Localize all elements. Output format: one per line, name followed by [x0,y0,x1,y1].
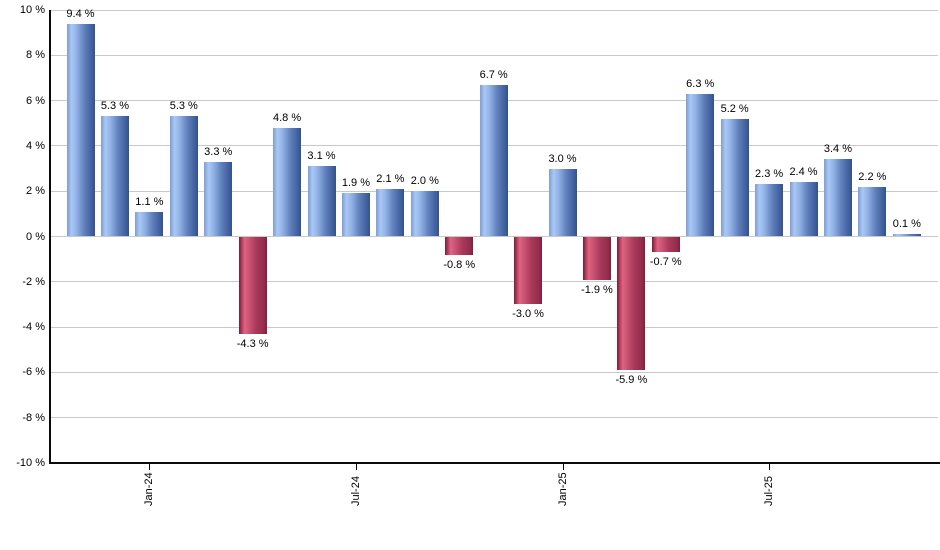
gridline [49,9,938,11]
bar-positive [548,168,577,237]
y-axis-label: -6 % [22,366,45,379]
y-axis [49,10,51,464]
bar-value-label: -1.9 % [581,283,613,296]
bar-value-label: 0.1 % [892,218,921,231]
y-axis-label: 0 % [26,230,45,243]
y-axis-label: -10 % [16,457,45,469]
bar-value-label: 2.2 % [858,170,887,183]
bar-value-label: 2.0 % [410,175,439,188]
bar-value-label: 9.4 % [66,7,95,20]
x-axis-tick [769,463,771,470]
bar-positive [789,182,818,237]
bar-positive [479,84,508,237]
bar-positive [100,116,129,237]
x-axis-label: Jul-24 [349,476,362,506]
bar-positive [307,166,336,237]
bar-value-label: -0.7 % [649,256,682,269]
gridline [49,236,938,237]
bar-value-label: -0.8 % [443,258,476,271]
bar-value-label: 5.3 % [169,100,198,113]
bar-positive [273,127,302,237]
bar-value-label: 6.3 % [686,77,715,90]
gridline [49,281,938,283]
bar-positive [755,184,784,237]
bar-value-label: 2.1 % [376,172,405,185]
bar-positive [204,161,233,237]
x-axis-tick [149,463,151,470]
gridline [49,371,938,373]
bar-positive [376,188,405,237]
bar-positive [686,93,715,237]
bar-value-label: 3.3 % [204,145,233,158]
bar-value-label: 6.7 % [479,68,508,81]
bar-value-label: 1.1 % [135,195,164,208]
x-axis [49,462,940,464]
bar-positive [720,118,749,237]
bar-positive [823,159,852,237]
gridline [49,54,938,56]
x-axis-label: Jan-25 [556,472,569,506]
bar-negative [445,236,474,255]
bar-value-label: 2.3 % [755,168,784,181]
bar-negative [514,236,543,305]
y-axis-label: 2 % [26,185,45,198]
x-axis-label: Jan-24 [143,472,156,506]
bar-positive [892,234,921,237]
y-axis-label: 6 % [26,94,45,107]
bar-value-label: 3.0 % [548,152,577,165]
bar-positive [135,211,164,237]
x-axis-tick [355,463,357,470]
bar-negative [582,236,611,280]
y-axis-label: -2 % [22,275,45,288]
bar-positive [169,116,198,237]
bar-value-label: 4.8 % [273,111,302,124]
bar-value-label: -4.3 % [236,337,269,350]
bar-negative [617,236,646,371]
y-axis-label: -8 % [22,411,45,424]
bar-value-label: 3.1 % [307,150,336,163]
bar-negative [238,236,267,334]
bar-positive [341,193,370,237]
bar-value-label: -5.9 % [615,374,648,387]
bar-positive [410,191,439,237]
y-axis-label: 4 % [26,139,45,152]
bar-value-label: 3.4 % [823,143,853,156]
x-axis-tick [562,463,564,470]
bar-value-label: 5.2 % [720,102,749,115]
bar-negative [651,236,680,253]
bar-value-label: 2.4 % [789,166,818,179]
bar-value-label: 5.3 % [100,100,129,113]
bar-value-label: 1.9 % [341,177,370,190]
gridline [49,417,938,419]
bar-positive [66,23,95,237]
bar-value-label: -3.0 % [512,308,544,321]
gridline [49,326,938,328]
y-axis-label: -4 % [22,321,45,334]
y-axis-label: 8 % [26,49,45,62]
y-axis-label: 10 % [19,4,45,16]
bar-positive [858,186,887,237]
x-axis-label: Jul-25 [763,476,776,506]
